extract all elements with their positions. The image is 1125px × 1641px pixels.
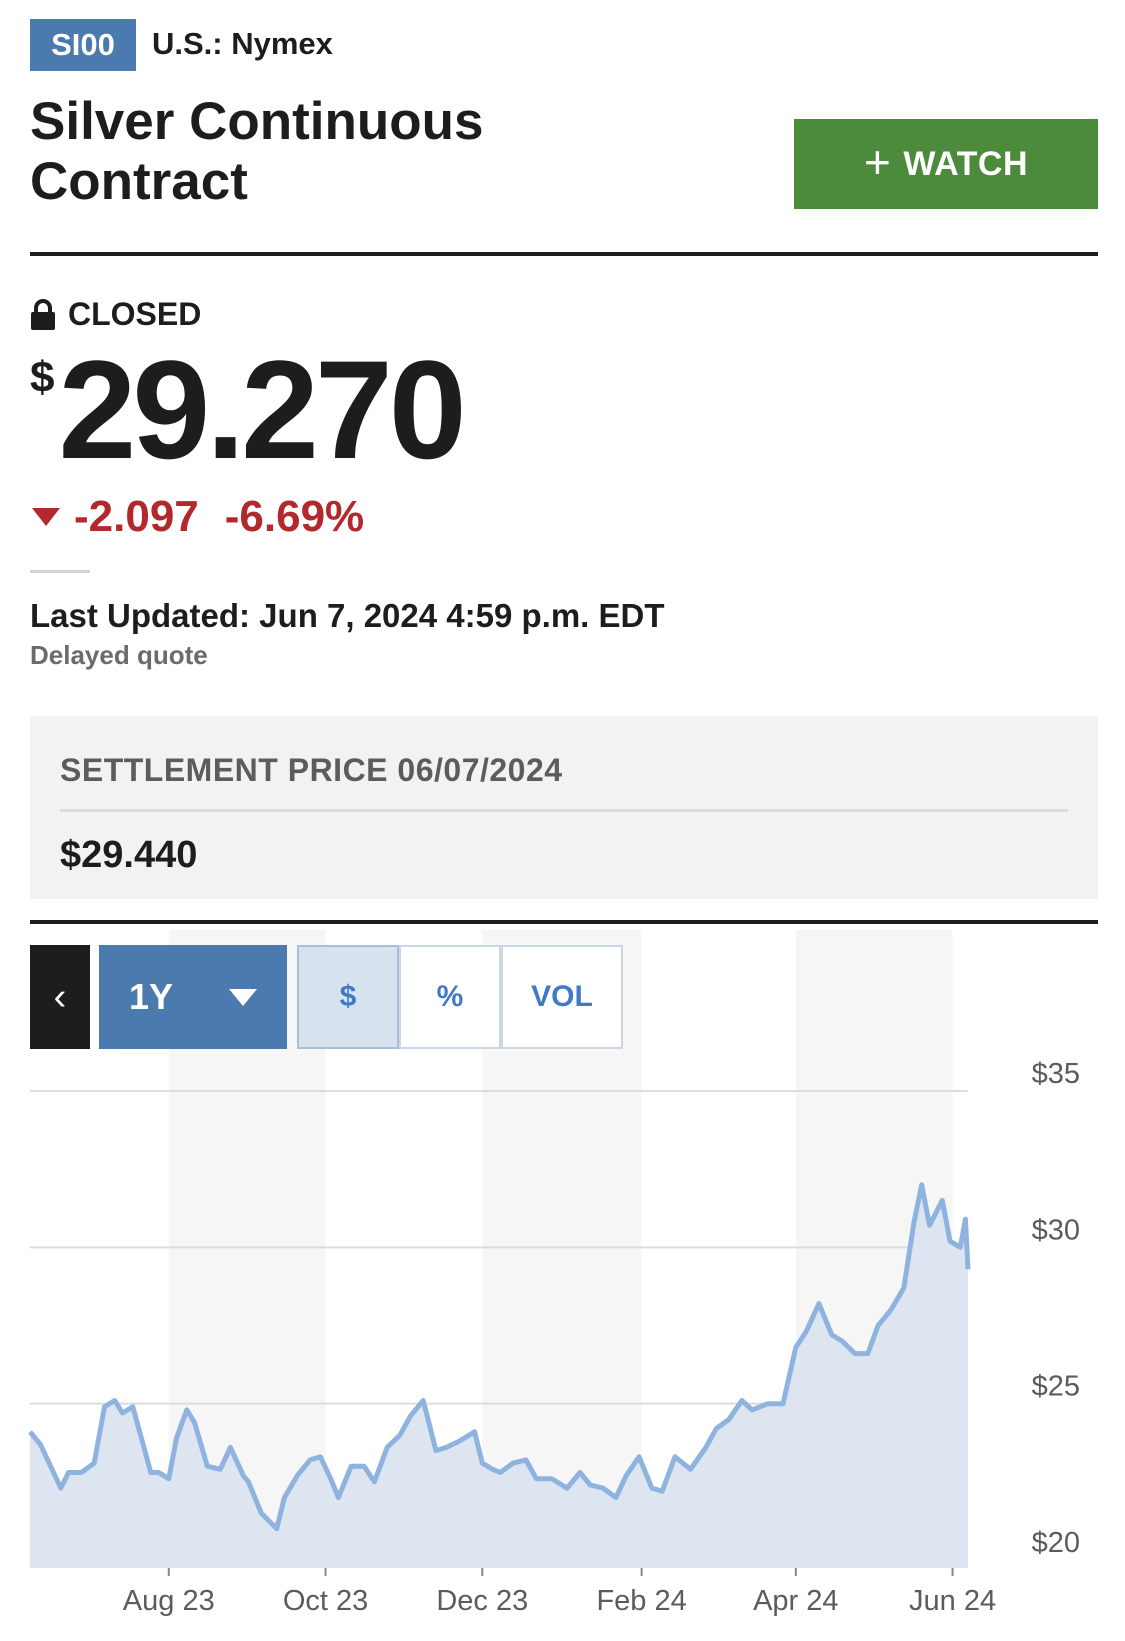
tab-dollar[interactable]: $: [297, 945, 399, 1049]
y-tick-label: $20: [1032, 1527, 1080, 1559]
price-currency: $: [30, 353, 55, 402]
ticker-badge: SI00: [30, 19, 136, 71]
chart-divider: [30, 920, 1098, 924]
settlement-label: SETTLEMENT PRICE 06/07/2024: [60, 752, 563, 788]
price-value: 29.270: [58, 331, 466, 488]
price-display: $ 29.270: [30, 331, 467, 488]
change-value: -2.097: [74, 492, 199, 541]
y-tick-label: $35: [1032, 1058, 1080, 1090]
watch-button[interactable]: + WATCH: [794, 119, 1098, 209]
x-tick-label: Feb 24: [596, 1585, 686, 1617]
lock-icon: [31, 298, 55, 330]
delayed-quote-label: Delayed quote: [30, 640, 208, 670]
x-tick-label: Jun 24: [909, 1585, 996, 1617]
y-tick-label: $30: [1032, 1214, 1080, 1246]
settlement-panel: SETTLEMENT PRICE 06/07/2024 $29.440: [30, 716, 1098, 899]
page-title: Silver Continuous Contract: [30, 92, 484, 211]
chart-back-button[interactable]: ‹: [30, 945, 90, 1049]
exchange-label: U.S.: Nymex: [152, 26, 333, 61]
range-select-value: 1Y: [129, 976, 174, 1017]
price-line: [28, 1182, 971, 1532]
divider: [30, 570, 90, 573]
price-area: [30, 1184, 968, 1568]
tab-volume[interactable]: VOL: [501, 945, 623, 1049]
x-tick-label: Oct 23: [283, 1585, 368, 1617]
market-status: CLOSED: [30, 296, 201, 333]
last-updated: Last Updated: Jun 7, 2024 4:59 p.m. EDT: [30, 597, 665, 634]
x-tick-label: Aug 23: [123, 1585, 215, 1617]
plus-icon: +: [864, 136, 892, 188]
chart-ticks: $35 $30 $25 $20 Aug 23 Oct 23 Dec 23 Feb 24 Apr …: [123, 1058, 1080, 1617]
y-tick-label: $25: [1032, 1371, 1080, 1403]
watch-button-label: WATCH: [903, 144, 1028, 183]
settlement-value: $29.440: [60, 834, 198, 876]
header-divider: [30, 252, 1098, 256]
tab-percent[interactable]: %: [399, 945, 501, 1049]
x-tick-label: Dec 23: [436, 1585, 528, 1617]
price-change: -2.097 -6.69%: [30, 492, 364, 542]
change-percent: -6.69%: [224, 492, 365, 541]
status-text: CLOSED: [68, 296, 202, 332]
x-tick-label: Apr 24: [753, 1585, 838, 1617]
settlement-divider: [60, 809, 1068, 812]
down-arrow-icon: [32, 508, 60, 526]
range-select[interactable]: 1Y: [99, 945, 287, 1049]
chevron-down-icon: [229, 988, 257, 1006]
